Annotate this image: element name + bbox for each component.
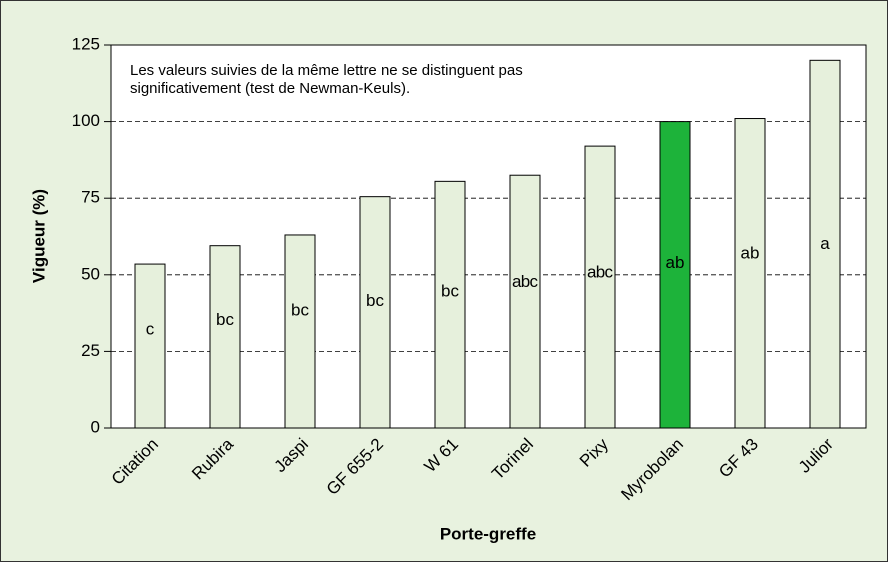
y-tick-label: 75 (81, 188, 100, 207)
group-label: abc (587, 262, 614, 281)
bar (134, 263, 166, 429)
bar (359, 196, 391, 429)
group-label: bc (291, 300, 309, 319)
group-label: a (820, 234, 830, 253)
bar (284, 234, 316, 429)
bar (434, 180, 466, 429)
y-axis-title: Vigueur (%) (29, 189, 48, 283)
annotation: significativement (test de Newman-Keuls)… (130, 80, 410, 97)
bar (584, 145, 616, 429)
bar (659, 121, 691, 429)
group-label: bc (441, 281, 459, 300)
bar (734, 118, 766, 429)
group-label: bc (366, 291, 384, 310)
y-tick-label: 50 (81, 264, 100, 283)
bar (509, 174, 541, 429)
group-label: abc (512, 272, 539, 291)
group-label: ab (741, 243, 760, 262)
bar (809, 59, 841, 429)
group-label: ab (666, 253, 685, 272)
bar (209, 245, 241, 429)
x-axis-title: Porte-greffe (440, 524, 536, 543)
group-label: c (146, 319, 155, 338)
y-tick-label: 0 (91, 417, 100, 436)
y-tick-label: 125 (72, 34, 100, 53)
y-tick-label: 100 (72, 111, 100, 130)
y-tick-label: 25 (81, 341, 100, 360)
group-label: bc (216, 310, 234, 329)
annotation: Les valeurs suivies de la même lettre ne… (130, 62, 523, 79)
